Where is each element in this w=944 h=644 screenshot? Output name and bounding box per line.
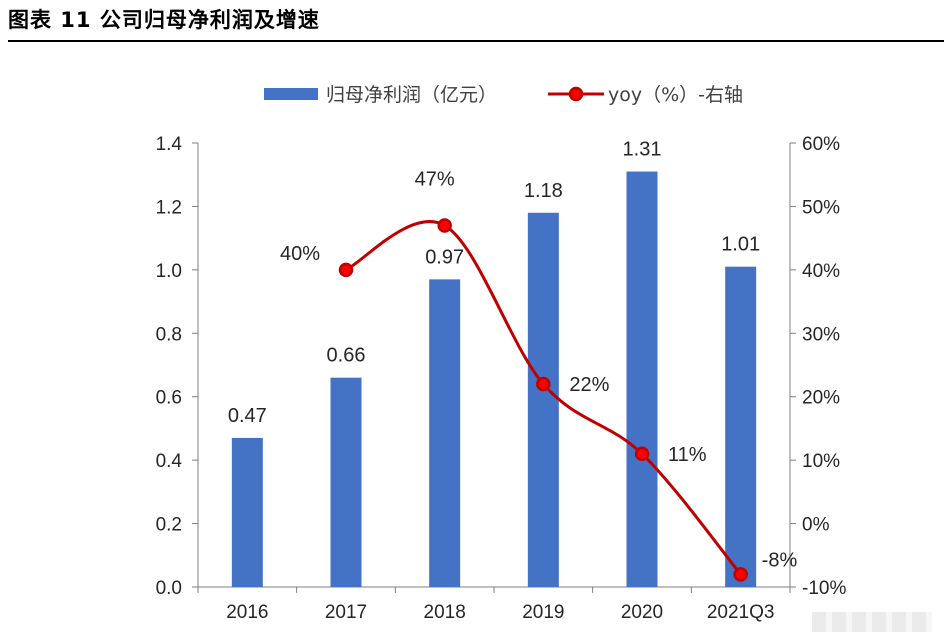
bar xyxy=(429,279,461,587)
bar xyxy=(330,377,362,587)
right-tick-label: 40% xyxy=(802,261,840,282)
yoy-marker xyxy=(733,567,748,582)
left-tick-label: 1.2 xyxy=(156,197,182,218)
left-tick-label: 0.2 xyxy=(156,515,182,536)
x-tick-label: 2018 xyxy=(424,602,466,623)
right-tick-label: 10% xyxy=(802,451,840,472)
right-tick-label: 20% xyxy=(802,388,840,409)
yoy-marker xyxy=(634,446,650,462)
legend-line-label: yoy（%）-右轴 xyxy=(608,84,743,106)
right-tick-label: 30% xyxy=(802,324,840,345)
yoy-marker xyxy=(437,218,452,233)
yoy-value-label: 11% xyxy=(668,444,707,466)
bar-value-label: 1.01 xyxy=(721,234,760,256)
yoy-value-label: -8% xyxy=(762,549,798,571)
bar-value-label: 1.18 xyxy=(524,180,563,202)
yoy-value-label: 47% xyxy=(415,168,455,190)
bar-value-label: 0.66 xyxy=(327,345,366,367)
left-tick-label: 0.4 xyxy=(156,451,183,472)
x-tick-label: 2021Q3 xyxy=(707,602,775,623)
left-tick-label: 0.6 xyxy=(156,388,182,409)
left-tick-label: 1.0 xyxy=(156,261,182,282)
right-tick-label: 0% xyxy=(802,515,830,536)
left-tick-label: 0.0 xyxy=(156,578,182,599)
left-tick-label: 1.4 xyxy=(156,134,183,155)
x-tick-label: 2017 xyxy=(325,602,367,623)
right-tick-label: -10% xyxy=(802,578,846,599)
bar-value-label: 0.47 xyxy=(228,405,267,427)
legend-bar-swatch xyxy=(264,88,318,100)
title-divider xyxy=(8,40,944,42)
right-tick-label: 50% xyxy=(802,197,840,218)
bar xyxy=(231,437,263,587)
bar xyxy=(626,171,658,588)
x-tick-label: 2019 xyxy=(522,602,564,623)
yoy-value-label: 22% xyxy=(569,374,609,396)
yoy-marker xyxy=(338,262,354,278)
legend-line-marker xyxy=(568,86,584,102)
bar-value-label: 0.97 xyxy=(425,246,464,268)
watermark xyxy=(812,612,932,632)
bar xyxy=(725,266,757,587)
yoy-value-label: 40% xyxy=(280,243,320,265)
bar-value-label: 1.31 xyxy=(623,139,662,161)
legend-bar-label: 归母净利润（亿元） xyxy=(326,84,497,106)
x-tick-label: 2016 xyxy=(226,602,268,623)
yoy-marker xyxy=(536,376,551,392)
right-tick-label: 60% xyxy=(802,134,840,155)
figure-title: 图表 11 公司归母净利润及增速 xyxy=(8,8,320,32)
x-tick-label: 2020 xyxy=(621,602,663,623)
bar xyxy=(527,212,559,587)
left-tick-label: 0.8 xyxy=(156,324,182,345)
